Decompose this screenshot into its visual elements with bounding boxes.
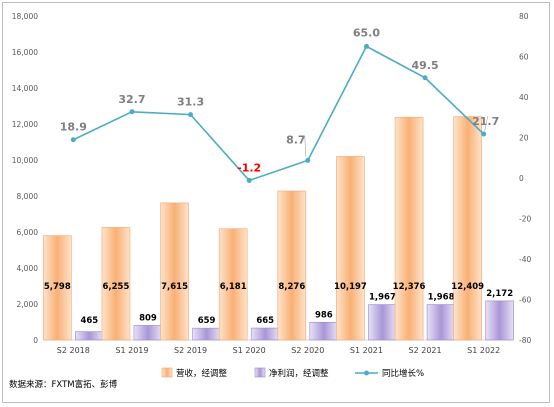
y-tick-label: 8,000 [17,192,39,201]
revenue-bar-label: 8,276 [278,282,305,292]
revenue-bar-label: 10,197 [334,282,367,292]
y2-tick-label: -40 [519,255,531,264]
net-profit-bar-label: 465 [80,316,98,326]
y2-tick-label: 0 [519,174,524,183]
y2-tick-label: -60 [519,296,531,305]
net-profit-bar [485,300,514,341]
net-profit-bar-label: 1,968 [428,293,455,303]
revenue-bar-label: 7,615 [161,282,188,292]
yoy-label: 8.7 [286,133,306,146]
yoy-point [305,157,311,163]
net-profit-bar [133,325,163,341]
revenue-bar-label: 12,409 [451,282,484,292]
y-tick-label: 4,000 [17,264,39,273]
net-profit-bar-label: 665 [256,316,274,326]
x-tick-label: S1 2021 [350,346,383,355]
y-tick-label: 16,000 [12,48,38,57]
y-tick-label: 12,000 [12,120,38,129]
net-profit-bar [426,304,456,341]
yoy-leader-line [304,136,307,157]
chart-frame [2,2,550,403]
x-tick-label: S2 2019 [174,346,207,355]
revenue-bar [160,202,189,341]
yoy-label: 18.9 [60,121,87,134]
yoy-point [129,109,135,115]
x-tick-label: S2 2018 [57,346,90,355]
y-tick-label: 10,000 [12,156,38,165]
net-profit-bar [75,331,104,341]
revenue-bar [453,116,482,341]
legend-revenue-swatch [161,367,173,378]
net-profit-bar-label: 659 [198,316,216,326]
y-tick-label: 6,000 [17,228,39,237]
yoy-point [422,75,428,81]
source-note: 数据来源：FXTM富拓、彭博 [9,379,118,390]
yoy-point [70,137,76,143]
yoy-label: 49.5 [411,59,438,72]
yoy-point [188,112,194,118]
y-tick-label: 14,000 [12,84,38,93]
revenue-bar [336,156,365,341]
net-profit-bar [192,327,221,341]
legend-net-profit-label: 净利润，经调整 [269,368,329,379]
revenue-bar [218,228,248,341]
revenue-bar [277,190,307,341]
net-profit-bar [309,321,339,341]
revenue-bar [101,227,131,341]
yoy-label: 65.0 [353,26,380,39]
revenue-bar [394,116,424,341]
legend-revenue-label: 营收，经调整 [176,368,228,379]
net-profit-bar [250,327,280,341]
yoy-point [481,131,487,137]
yoy-label: 21.7 [472,115,499,128]
x-tick-label: S1 2022 [467,346,500,355]
net-profit-bar [368,304,397,341]
y2-tick-label: 60 [519,53,529,62]
yoy-point [363,43,369,49]
revenue-bar-label: 12,376 [393,282,426,292]
x-tick-label: S2 2020 [291,346,324,355]
yoy-point [246,177,252,183]
y-tick-label: 2,000 [17,300,39,309]
net-profit-bar-label: 2,172 [486,289,513,299]
y2-tick-label: -20 [519,215,531,224]
net-profit-bar-label: 1,967 [369,293,396,303]
net-profit-bar-label: 809 [139,313,157,323]
yoy-label: 32.7 [118,93,145,106]
legend-net-profit-swatch [254,367,266,378]
yoy-label: -1.2 [237,161,261,174]
x-tick-label: S1 2019 [115,346,148,355]
yoy-leader-line [484,115,488,132]
legend-yoy-marker [364,370,369,376]
x-tick-label: S1 2020 [233,346,266,355]
x-tick-label: S2 2021 [409,346,442,355]
y2-tick-label: 80 [519,12,529,21]
y2-tick-label: -80 [519,336,531,345]
yoy-line [72,45,485,182]
y-tick-label: 0 [33,336,38,345]
revenue-bar-label: 6,181 [220,282,247,292]
revenue-bar-label: 6,255 [102,282,129,292]
y2-tick-label: 40 [519,93,529,102]
legend-yoy-label: 同比增长% [382,368,424,379]
y-tick-label: 18,000 [12,12,38,21]
yoy-label: 31.3 [177,96,204,109]
net-profit-bar-label: 986 [315,310,333,320]
revenue-bar [43,235,72,341]
revenue-bar-label: 5,798 [44,282,71,292]
y2-tick-label: 20 [519,134,529,143]
